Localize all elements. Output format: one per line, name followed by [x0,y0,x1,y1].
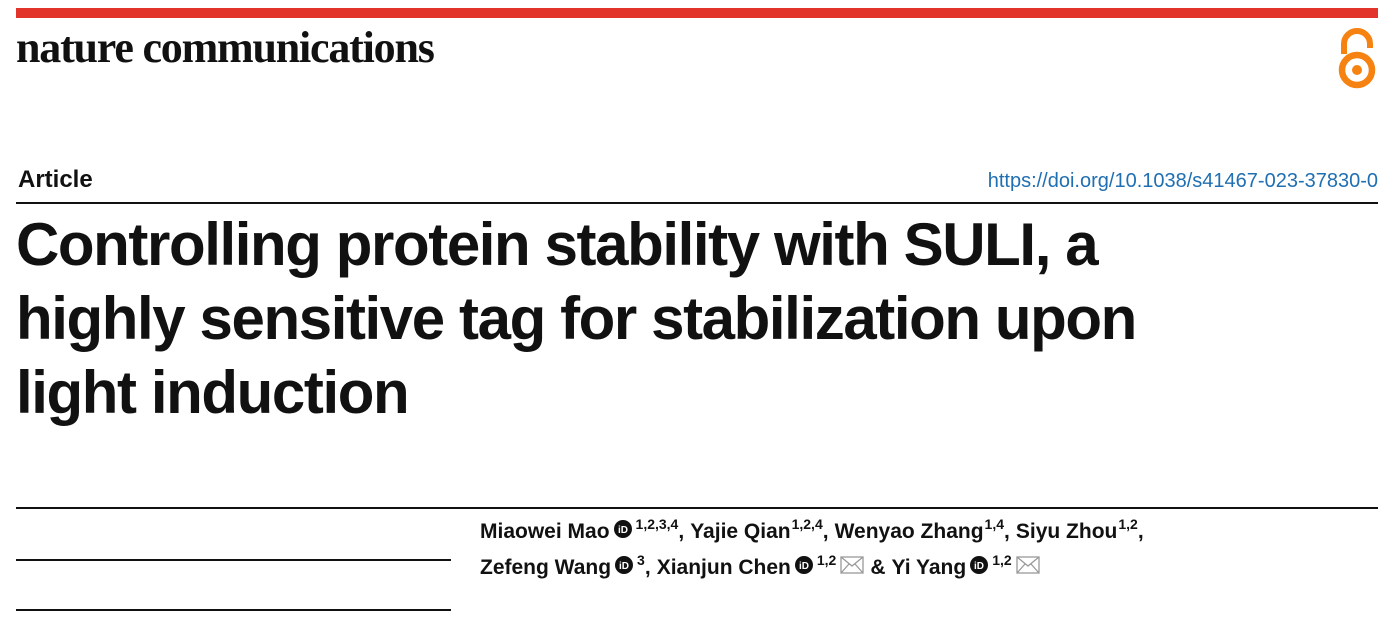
doi-link[interactable]: https://doi.org/10.1038/s41467-023-37830… [987,170,1378,192]
author-name[interactable]: Zefeng Wang [480,556,612,579]
title-line: Controlling protein stability with SULI,… [16,211,1099,278]
author-line: Miaowei Mao iD 1,2,3,4, Yajie Qian 1,2,4, Wen… [480,514,1150,550]
affiliation-sup: 1,4 [984,516,1005,532]
author-name[interactable]: Yi Yang [891,556,967,579]
email-icon[interactable] [840,556,864,580]
author-list: Miaowei Mao iD 1,2,3,4, Yajie Qian 1,2,4, Wen… [480,514,1150,586]
title-line: highly sensitive tag for stabilization u… [16,285,1137,352]
open-access-icon[interactable] [1334,26,1380,90]
rule [16,559,451,561]
title-line: light induction [16,359,410,426]
separator: , [678,520,685,543]
author-name[interactable]: Xianjun Chen [656,556,791,579]
affiliation-sup: 1,2 [1118,516,1138,532]
separator: , [1137,520,1144,543]
rule [16,609,451,611]
orcid-icon[interactable]: iD [970,556,989,580]
author-line: Zefeng Wang iD 3, Xianjun Chen iD 1,2 & Yi Yang… [480,550,1150,586]
article-type: Article [18,166,93,193]
author-name[interactable]: Wenyao Zhang [834,520,984,543]
orcid-icon[interactable]: iD [615,556,634,580]
orcid-icon[interactable]: iD [613,520,632,544]
affiliation-sup: 1,2 [992,552,1012,568]
affiliation-sup: 3 [637,552,645,568]
svg-text:iD: iD [618,525,628,536]
email-icon[interactable] [1016,556,1040,580]
author-name[interactable]: Yajie Qian [690,520,791,543]
affiliation-sup: 1,2 [816,552,837,568]
affiliation-sup: 1,2,4 [791,516,823,532]
rule [16,507,1378,509]
svg-text:iD: iD [619,561,629,572]
orcid-icon[interactable]: iD [794,556,813,580]
article-title: Controlling protein stability with SULI,… [16,208,1386,430]
red-bar [16,8,1378,18]
svg-text:iD: iD [799,561,809,572]
separator: , [822,520,829,543]
journal-name: nature communications [16,23,435,72]
svg-text:iD: iD [974,561,984,572]
separator: , [644,556,651,579]
rule [16,202,1378,204]
separator: & [870,556,886,579]
author-name[interactable]: Siyu Zhou [1015,520,1118,543]
affiliation-sup: 1,2,3,4 [635,516,679,532]
author-name[interactable]: Miaowei Mao [480,520,610,543]
separator: , [1004,520,1010,543]
